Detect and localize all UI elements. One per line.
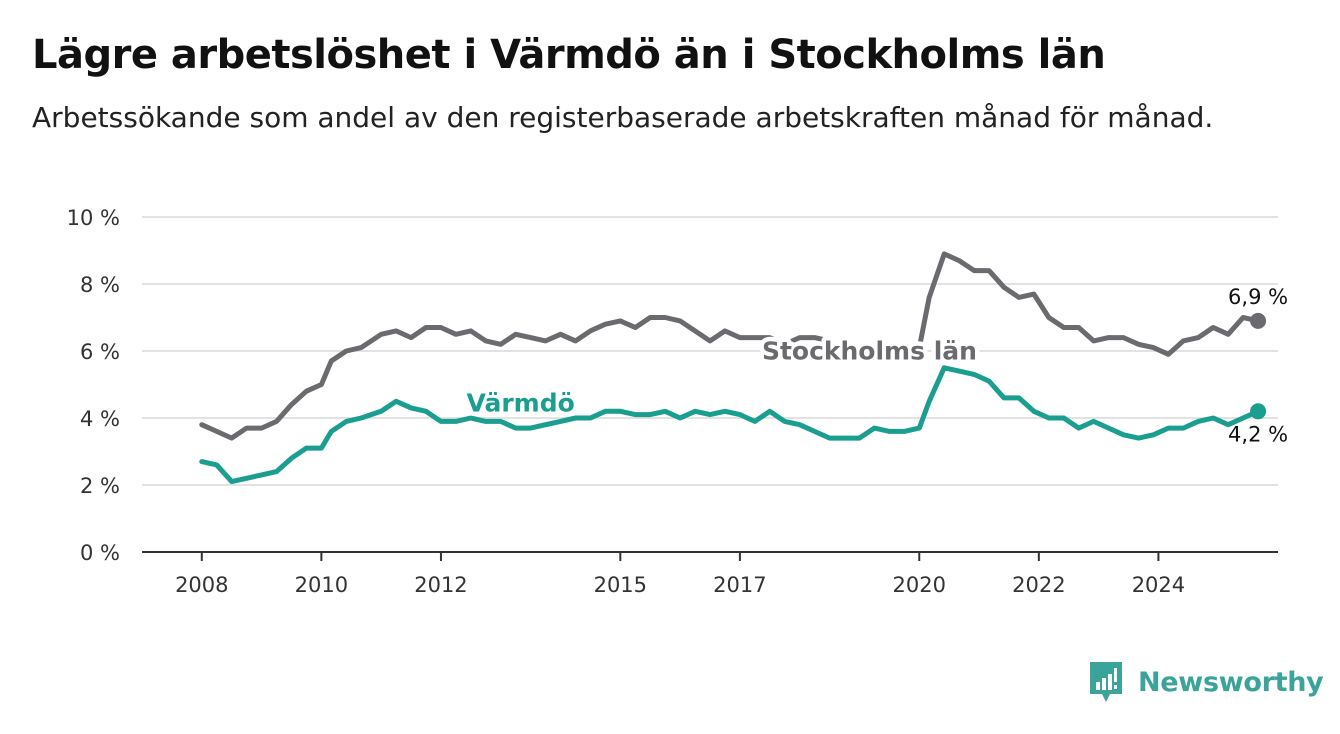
chart-subtitle: Arbetssökande som andel av den registerb… <box>32 101 1214 134</box>
y-tick-label: 8 % <box>80 273 120 297</box>
x-tick-label: 2024 <box>1132 573 1185 597</box>
grid-lines <box>142 216 1278 486</box>
series-label-stockholms-lan: Stockholms län <box>762 336 977 365</box>
y-tick-label: 6 % <box>80 340 120 364</box>
x-tick-label: 2010 <box>295 573 348 597</box>
x-tick-label: 2022 <box>1012 573 1065 597</box>
y-tick-label: 10 % <box>67 206 120 230</box>
end-label-varmdo: 4,2 % <box>1228 422 1288 446</box>
newsworthy-logo-icon <box>1090 662 1122 702</box>
series-label-stockholms-lan-halo: Stockholms län <box>762 336 977 365</box>
series-lines <box>199 251 1267 485</box>
x-tick-label: 2012 <box>414 573 467 597</box>
series-label-varmdo-halo: Värmdö <box>467 388 575 417</box>
y-tick-label: 0 % <box>80 541 120 565</box>
x-tick-label: 2015 <box>594 573 647 597</box>
series-line-stockholms-lan <box>199 251 1261 441</box>
end-point <box>1250 312 1267 329</box>
x-axis: 2008 2010 2012 2015 2017 2020 2022 2024 <box>142 551 1278 597</box>
end-label-stockholms-lan: 6,9 % <box>1228 285 1288 309</box>
end-point <box>1250 403 1267 420</box>
y-axis: 0 % 2 % 4 % 6 % 8 % 10 % <box>67 206 120 565</box>
x-tick-label: 2017 <box>713 573 766 597</box>
brand-name: Newsworthy <box>1138 666 1324 698</box>
chart-title: Lägre arbetslöshet i Värmdö än i Stockho… <box>32 32 1106 78</box>
series-line-varmdo <box>199 365 1261 485</box>
x-tick-label: 2020 <box>893 573 946 597</box>
x-tick-label: 2008 <box>175 573 228 597</box>
newsworthy-brand: Newsworthy <box>1088 660 1324 704</box>
series-label-varmdo: Värmdö <box>467 388 575 417</box>
y-tick-label: 2 % <box>80 474 120 498</box>
y-tick-label: 4 % <box>80 407 120 431</box>
